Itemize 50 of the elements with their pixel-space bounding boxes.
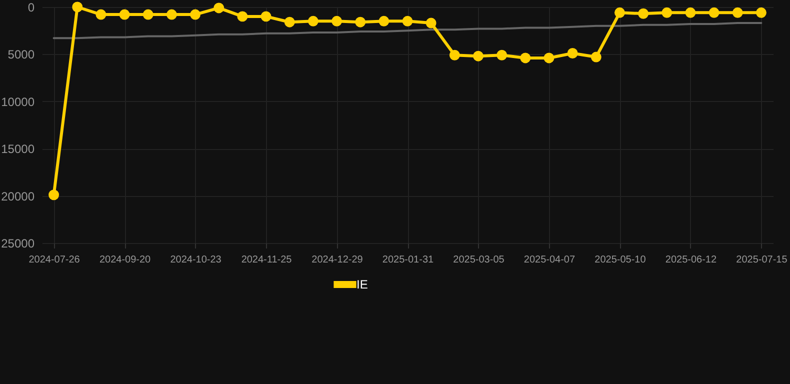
point bbox=[355, 16, 366, 28]
y-tick-label: 0 bbox=[28, 0, 35, 14]
point bbox=[708, 7, 720, 18]
point bbox=[378, 16, 390, 26]
point bbox=[214, 2, 224, 14]
point bbox=[72, 2, 83, 12]
y-tick-label: 10000 bbox=[1, 94, 35, 109]
y-tick-label: 25000 bbox=[1, 236, 35, 250]
point bbox=[284, 16, 295, 28]
point bbox=[96, 9, 106, 20]
point bbox=[544, 52, 554, 64]
point bbox=[520, 52, 531, 64]
point bbox=[237, 11, 248, 22]
x-tick-label: 2024-09-20 bbox=[99, 254, 152, 266]
x-tick-label: 2024-07-26 bbox=[28, 254, 80, 266]
x-tick-label: 2025-06-12 bbox=[665, 254, 717, 266]
point bbox=[402, 16, 413, 26]
point bbox=[449, 50, 460, 60]
legend-label: IE bbox=[356, 278, 368, 292]
x-tick-label: 2025-03-05 bbox=[453, 254, 505, 266]
x-tick-label: 2025-07-15 bbox=[736, 254, 788, 266]
point bbox=[166, 9, 177, 20]
point bbox=[732, 7, 743, 18]
x-tick-label: 2025-01-31 bbox=[382, 254, 434, 266]
x-tick-label: 2024-10-23 bbox=[170, 254, 222, 266]
y-tick-label: 5000 bbox=[8, 48, 35, 62]
y-tick-label: 20000 bbox=[1, 189, 35, 204]
point bbox=[190, 9, 201, 20]
x-tick-label: 2024-11-25 bbox=[241, 254, 292, 266]
point bbox=[756, 7, 766, 18]
line-series bbox=[52, 22, 762, 40]
point bbox=[142, 9, 154, 20]
point bbox=[473, 50, 484, 62]
x-tick-label: 2024-12-29 bbox=[312, 254, 364, 266]
point bbox=[48, 190, 60, 200]
point bbox=[119, 9, 130, 20]
point bbox=[567, 48, 578, 58]
point bbox=[426, 18, 436, 28]
point bbox=[590, 52, 602, 62]
point bbox=[662, 7, 672, 18]
x-tick-label: 2025-04-07 bbox=[524, 254, 576, 266]
point bbox=[308, 16, 318, 26]
point bbox=[638, 8, 649, 19]
y-tick-label: 15000 bbox=[1, 142, 35, 156]
point bbox=[260, 11, 272, 22]
point bbox=[496, 50, 508, 60]
x-tick-label: 2025-05-10 bbox=[594, 254, 646, 266]
point bbox=[332, 16, 342, 26]
point bbox=[614, 7, 625, 18]
point bbox=[685, 7, 696, 18]
